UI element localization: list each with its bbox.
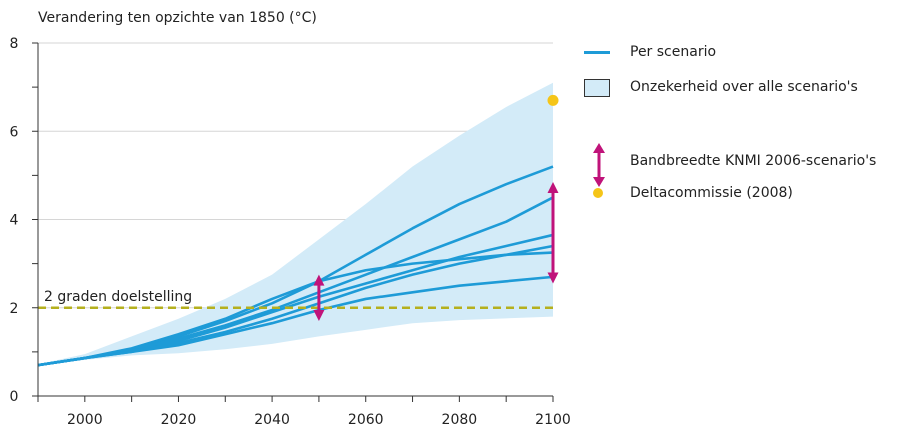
y-tick-label: 4 [10, 213, 19, 229]
x-tick-label: 2080 [442, 412, 478, 428]
x-tick-label: 2060 [348, 412, 384, 428]
legend-label: Bandbreedte KNMI 2006-scenario's [630, 153, 877, 169]
legend-label: Deltacommissie (2008) [630, 185, 793, 201]
scenario-line-6 [37, 275, 554, 367]
scenario-line-5 [37, 251, 554, 367]
y-tick-label: 8 [10, 36, 19, 52]
y-tick-label: 2 [10, 301, 19, 317]
y-axis-ticks: 0 2 4 6 8 [10, 36, 38, 405]
legend-label: Per scenario [630, 44, 717, 60]
reference-line-layer: 2 graden doelstelling [38, 289, 553, 310]
uncertainty-band-layer [38, 82, 553, 366]
legend-item-per-scenario: Per scenario [584, 42, 716, 62]
legend-item-deltacommissie: Deltacommissie (2008) [584, 183, 793, 203]
y-axis-label: Verandering ten opzichte van 1850 (°C) [38, 10, 317, 26]
deltacommissie-layer [547, 94, 559, 106]
x-tick-label: 2040 [254, 412, 290, 428]
series-layer [37, 165, 554, 367]
legend-label: Onzekerheid over alle scenario's [630, 79, 858, 95]
deltacommissie-point [547, 94, 559, 106]
x-tick-label: 2100 [535, 412, 571, 428]
reference-line-label: 2 graden doelstelling [44, 289, 192, 305]
x-tick-label: 2020 [161, 412, 197, 428]
legend-line-symbol [584, 42, 620, 62]
knmi-range-layer [313, 181, 559, 321]
y-tick-label: 6 [10, 124, 19, 140]
legend-dot-symbol [584, 183, 620, 203]
x-tick-label: 2000 [67, 412, 103, 428]
uncertainty-band [38, 82, 553, 366]
knmi-range-arrow-2 [547, 181, 559, 284]
legend-band-symbol [584, 77, 620, 97]
legend-item-uncertainty: Onzekerheid over alle scenario's [584, 77, 858, 97]
knmi-range-arrow-1 [313, 274, 325, 321]
y-tick-label: 0 [10, 389, 19, 405]
x-axis-ticks: 2000 2020 2040 2060 2080 2100 [37, 396, 571, 428]
legend-item-knmi: Bandbreedte KNMI 2006-scenario's [584, 143, 877, 187]
double-arrow-icon [584, 143, 620, 187]
